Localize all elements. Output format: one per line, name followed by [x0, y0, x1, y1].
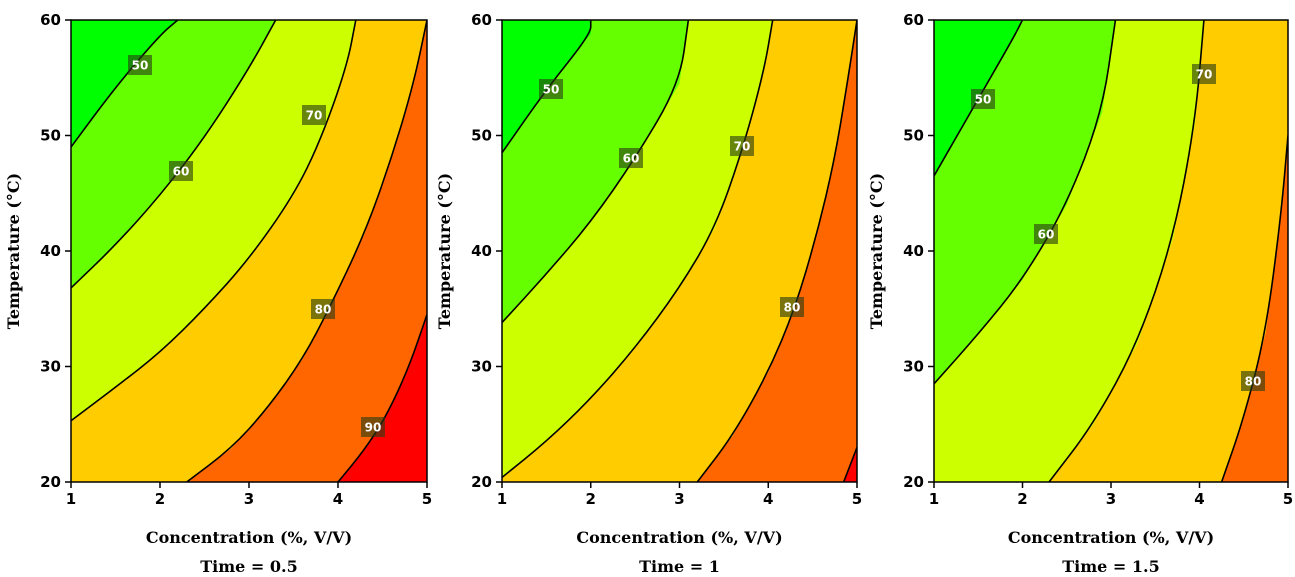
svg-text:50: 50 — [132, 59, 149, 73]
y-tick-label: 20 — [40, 473, 61, 491]
svg-text:80: 80 — [315, 303, 332, 317]
x-axis-title: Concentration (%, V/V) — [576, 528, 782, 547]
y-tick-label: 30 — [471, 358, 492, 376]
x-tick-label: 5 — [1283, 490, 1293, 508]
x-tick-label: 4 — [333, 490, 343, 508]
x-tick-label: 3 — [244, 490, 254, 508]
contour-label: 80 — [780, 297, 804, 317]
svg-text:70: 70 — [1196, 68, 1213, 82]
y-tick-label: 40 — [903, 242, 924, 260]
y-tick-label: 50 — [40, 127, 61, 145]
contour-line — [71, 20, 277, 289]
x-tick-label: 5 — [422, 490, 432, 508]
svg-text:60: 60 — [1038, 228, 1055, 242]
contour-panel-2: 1 2 3 4 5 20 30 40 50 60 Concentration (%, V/V) Tem… — [435, 11, 862, 576]
contour-label: 60 — [619, 148, 643, 168]
contour-line — [1048, 20, 1205, 482]
y-tick-label: 20 — [903, 473, 924, 491]
y-axis-title: Temperature (°C) — [867, 173, 886, 329]
y-axis-title: Temperature (°C) — [435, 173, 454, 329]
panel-caption: Time = 0.5 — [200, 557, 297, 576]
contour-label: 70 — [730, 136, 754, 156]
contour-label: 50 — [971, 89, 995, 109]
x-axis-title: Concentration (%, V/V) — [1008, 528, 1214, 547]
x-tick-label: 5 — [852, 490, 862, 508]
y-axis-title: Temperature (°C) — [4, 173, 23, 329]
contour-label: 60 — [169, 161, 193, 181]
contour-line — [71, 20, 357, 422]
svg-text:80: 80 — [1245, 375, 1262, 389]
svg-text:70: 70 — [734, 140, 751, 154]
x-tick-label: 2 — [586, 490, 596, 508]
contour-panel-1: 1 2 3 4 5 20 30 40 50 60 Concentration (%, V/V) Tem… — [4, 11, 432, 576]
y-tick-label: 60 — [471, 11, 492, 29]
svg-text:60: 60 — [173, 165, 190, 179]
band-region — [1221, 135, 1288, 482]
x-tick-label: 4 — [763, 490, 773, 508]
y-tick-label: 50 — [471, 127, 492, 145]
band-region — [1049, 20, 1288, 482]
svg-text:80: 80 — [784, 301, 801, 315]
svg-text:70: 70 — [306, 109, 323, 123]
band-region — [697, 20, 857, 482]
contour-label: 90 — [361, 417, 385, 437]
x-tick-label: 3 — [1106, 490, 1116, 508]
y-tick-label: 30 — [903, 358, 924, 376]
contour-panel-3: 1 2 3 4 5 20 30 40 50 60 Concentration (%, V/V) Tem… — [867, 11, 1293, 576]
y-tick-label: 60 — [40, 11, 61, 29]
y-tick-label: 20 — [471, 473, 492, 491]
band-region — [338, 314, 427, 482]
x-tick-label: 3 — [674, 490, 684, 508]
contour-label: 70 — [302, 105, 326, 125]
contour-label: 50 — [539, 79, 563, 99]
x-tick-label: 2 — [1017, 490, 1027, 508]
band-region — [502, 20, 857, 482]
y-tick-label: 60 — [903, 11, 924, 29]
y-tick-label: 40 — [471, 242, 492, 260]
contour-line — [1220, 135, 1288, 482]
x-tick-label: 4 — [1194, 490, 1204, 508]
x-tick-label: 1 — [929, 490, 939, 508]
contour-line — [71, 20, 179, 148]
svg-text:50: 50 — [975, 93, 992, 107]
contour-label: 50 — [128, 55, 152, 75]
contour-label: 80 — [1241, 371, 1265, 391]
y-tick-label: 30 — [40, 358, 61, 376]
y-tick-label: 50 — [903, 127, 924, 145]
panel-caption: Time = 1 — [639, 557, 720, 576]
x-tick-label: 1 — [497, 490, 507, 508]
contour-label: 70 — [1192, 64, 1216, 84]
contour-line — [502, 20, 774, 479]
band-region — [186, 20, 427, 482]
svg-text:60: 60 — [623, 152, 640, 166]
x-tick-label: 2 — [155, 490, 165, 508]
x-axis-title: Concentration (%, V/V) — [146, 528, 352, 547]
contour-line — [934, 20, 1117, 385]
svg-text:50: 50 — [543, 83, 560, 97]
plot-area — [71, 20, 427, 482]
contour-label: 60 — [1034, 224, 1058, 244]
svg-text:90: 90 — [365, 421, 382, 435]
contour-label: 80 — [311, 299, 335, 319]
y-tick-label: 40 — [40, 242, 61, 260]
contour-line — [502, 20, 690, 324]
x-tick-label: 1 — [66, 490, 76, 508]
panel-caption: Time = 1.5 — [1062, 557, 1159, 576]
contour-line — [186, 20, 427, 482]
